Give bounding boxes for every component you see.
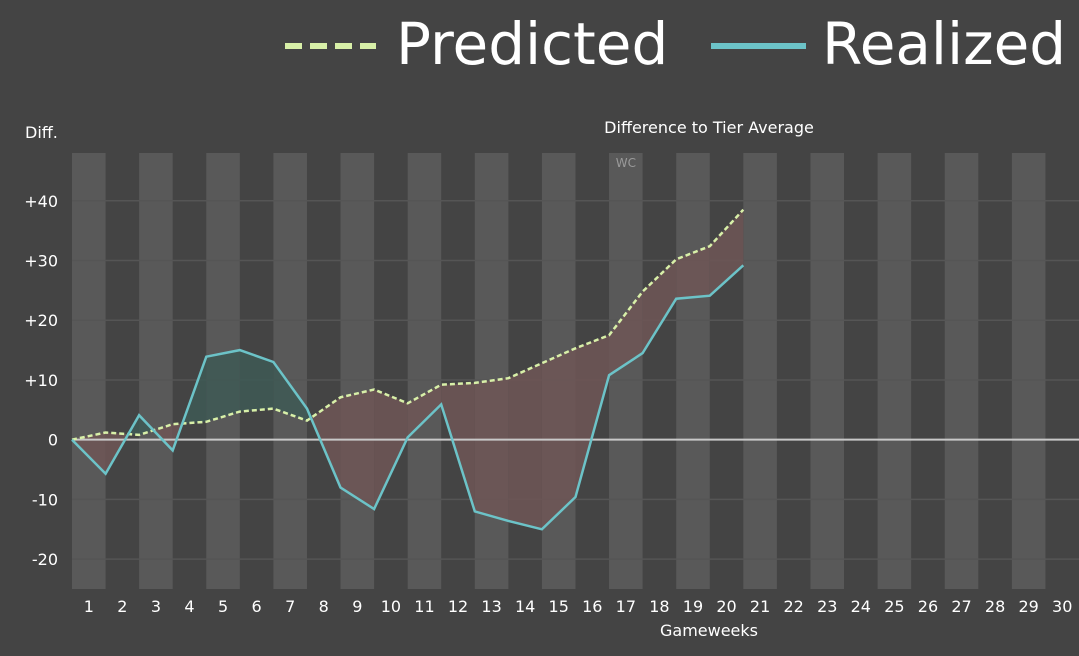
gameweek-band xyxy=(340,153,375,589)
y-tick-label: -10 xyxy=(32,490,58,509)
fill-below-predicted xyxy=(609,291,643,376)
legend-realized-label: Realized xyxy=(822,10,1066,78)
fill-below-predicted xyxy=(575,335,610,498)
x-tick-label: 13 xyxy=(481,597,501,616)
fill-below-predicted xyxy=(508,363,542,530)
x-tick-label: 16 xyxy=(582,597,602,616)
x-tick-label: 1 xyxy=(84,597,94,616)
x-tick-label: 7 xyxy=(285,597,295,616)
fill-below-predicted xyxy=(709,209,744,296)
y-tick-label: +40 xyxy=(24,192,58,211)
x-tick-label: 30 xyxy=(1052,597,1072,616)
fill-below-predicted xyxy=(441,382,475,512)
gameweek-band xyxy=(407,153,442,589)
x-tick-label: 6 xyxy=(252,597,262,616)
x-tick-labels: 1 2 3 4 5 6 7 8 9 10 11 12 13 14 15 16 17 18 19 20 21 22 23 24 2… xyxy=(84,597,1073,616)
gameweek-band xyxy=(676,153,710,589)
x-tick-label: 25 xyxy=(884,597,904,616)
gameweek-band xyxy=(810,153,845,589)
gameweek-band xyxy=(474,153,509,589)
fill-above-predicted xyxy=(239,350,274,412)
x-tick-label: 20 xyxy=(716,597,736,616)
x-tick-label: 14 xyxy=(515,597,535,616)
y-tick-label: +20 xyxy=(24,311,58,330)
predicted-line xyxy=(71,208,745,441)
chart-title: Difference to Tier Average xyxy=(604,118,814,137)
wc-annotation: WC xyxy=(616,156,636,170)
x-tick-label: 5 xyxy=(218,597,228,616)
fill-below-predicted xyxy=(407,384,442,438)
y-axis-label: Diff. xyxy=(25,123,58,142)
difference-fill xyxy=(72,209,744,530)
x-tick-label: 17 xyxy=(616,597,636,616)
x-tick-label: 18 xyxy=(649,597,669,616)
gameweek-band xyxy=(72,153,106,589)
x-tick-label: 10 xyxy=(381,597,401,616)
gameweek-band xyxy=(743,153,777,589)
legend-predicted-label: Predicted xyxy=(396,10,668,78)
x-tick-label: 24 xyxy=(851,597,871,616)
y-tick-label: 0 xyxy=(48,431,58,450)
gameweek-band xyxy=(944,153,979,589)
x-tick-label: 3 xyxy=(151,597,161,616)
x-tick-label: 11 xyxy=(414,597,434,616)
gameweek-band xyxy=(139,153,173,589)
x-tick-label: 2 xyxy=(117,597,127,616)
x-tick-label: 27 xyxy=(951,597,971,616)
x-tick-label: 9 xyxy=(352,597,362,616)
x-tick-label: 4 xyxy=(184,597,194,616)
gameweek-band xyxy=(877,153,912,589)
x-tick-label: 29 xyxy=(1018,597,1038,616)
y-tick-label: +30 xyxy=(24,252,58,271)
y-tick-label: -20 xyxy=(32,550,58,569)
x-tick-label: 21 xyxy=(750,597,770,616)
y-tick-labels: +40 +30 +20 +10 0 -10 -20 xyxy=(24,192,58,569)
fill-below-predicted xyxy=(310,397,341,488)
x-tick-label: 15 xyxy=(549,597,569,616)
x-tick-label: 12 xyxy=(448,597,468,616)
fill-above-predicted xyxy=(273,362,307,421)
fill-below-predicted xyxy=(642,259,677,354)
x-tick-label: 22 xyxy=(784,597,804,616)
fill-below-predicted xyxy=(374,389,408,509)
fill-below-predicted xyxy=(474,378,509,521)
x-tick-label: 23 xyxy=(817,597,837,616)
x-tick-label: 26 xyxy=(918,597,938,616)
realized-line xyxy=(71,264,745,531)
y-tick-label: +10 xyxy=(24,371,58,390)
fill-above-predicted xyxy=(206,350,240,422)
legend: Predicted Realized xyxy=(285,10,1066,78)
x-axis-label: Gameweeks xyxy=(660,621,758,640)
gameweek-band xyxy=(1011,153,1046,589)
x-tick-label: 8 xyxy=(319,597,329,616)
x-tick-label: 28 xyxy=(985,597,1005,616)
fill-below-predicted xyxy=(676,246,710,299)
fill-below-predicted xyxy=(340,389,375,509)
x-tick-label: 19 xyxy=(683,597,703,616)
